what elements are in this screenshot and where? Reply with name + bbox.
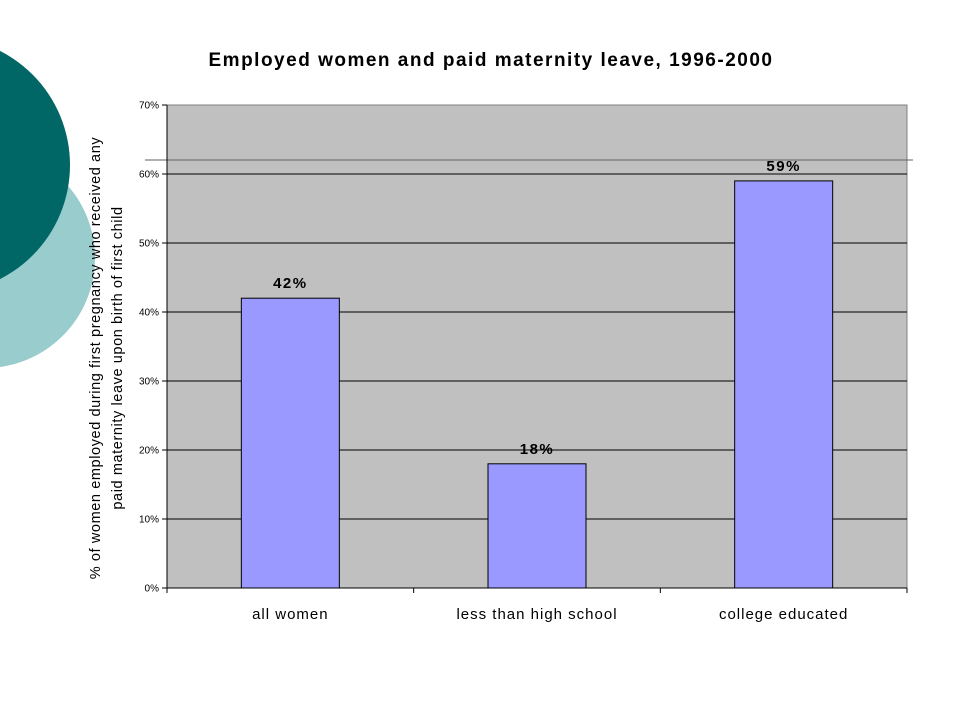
data-label: 18% xyxy=(520,441,555,458)
y-axis-label-line-2: paid maternity leave upon birth of first… xyxy=(110,206,126,509)
data-label: 42% xyxy=(273,275,308,292)
y-axis-label: % of women employed during first pregnan… xyxy=(88,137,126,580)
bars xyxy=(240,180,834,589)
y-axis-label-line-1: % of women employed during first pregnan… xyxy=(88,137,104,580)
category-label: college educated xyxy=(719,606,848,623)
y-tick-label: 30% xyxy=(139,377,159,388)
bar xyxy=(487,463,587,589)
bar xyxy=(734,180,834,589)
category-label: less than high school xyxy=(456,606,617,623)
x-axis-ticks xyxy=(166,588,908,593)
y-axis-tick-labels: 0% 10% 20% 30% 40% 50% 60% 70% xyxy=(139,101,159,595)
y-tick-label: 40% xyxy=(139,308,159,319)
category-label: all women xyxy=(252,606,329,623)
y-axis-ticks xyxy=(162,104,167,589)
y-tick-label: 10% xyxy=(139,515,159,526)
x-axis-category-labels: all women less than high school college ed… xyxy=(252,606,848,623)
y-tick-label: 70% xyxy=(139,101,159,112)
data-label: 59% xyxy=(766,158,801,175)
data-labels: 42% 18% 59% xyxy=(273,158,801,458)
y-tick-label: 0% xyxy=(145,584,160,595)
chart-title: Employed women and paid maternity leave,… xyxy=(209,50,774,71)
y-tick-label: 20% xyxy=(139,446,159,457)
decorative-circle-dark xyxy=(0,50,70,280)
y-tick-label: 50% xyxy=(139,239,159,250)
y-tick-label: 60% xyxy=(139,170,159,181)
bar xyxy=(240,297,340,589)
